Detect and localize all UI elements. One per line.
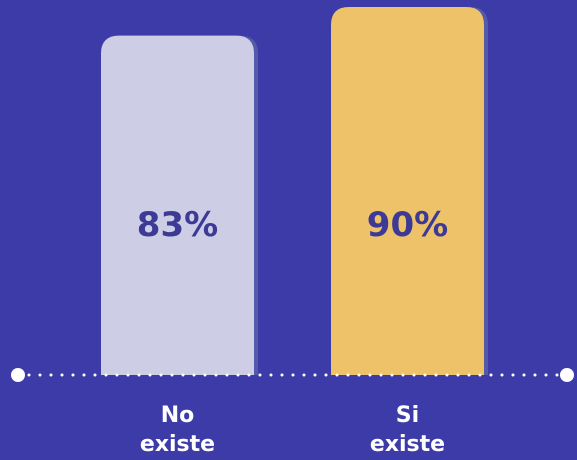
category-label-0-line-0: No [161, 403, 195, 428]
x-axis-left-endpoint [11, 368, 25, 382]
bar-0 [101, 35, 254, 375]
bars-layer [101, 7, 488, 375]
category-label-1-line-1: existe [370, 432, 445, 457]
x-axis-right-endpoint [560, 368, 574, 382]
category-label-1-line-0: Si [396, 403, 419, 428]
labels-layer: 83% No existe 90% Si existe [137, 205, 448, 457]
bar-value-label-1: 90% [367, 205, 448, 245]
bar-value-label-0: 83% [137, 205, 218, 245]
category-label-0-line-1: existe [140, 432, 215, 457]
bar-1 [331, 7, 484, 375]
x-axis [11, 368, 574, 382]
